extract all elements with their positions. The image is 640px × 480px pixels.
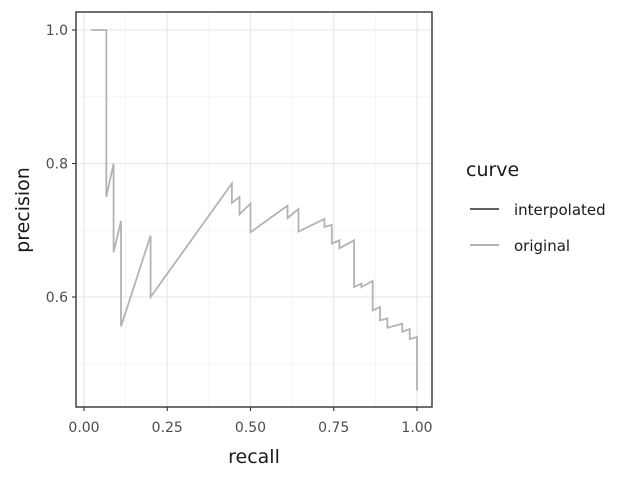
x-axis-title: recall <box>228 446 280 468</box>
x-tick-label: 0.50 <box>235 420 266 436</box>
x-tick-label: 0.00 <box>68 420 99 436</box>
legend-label-interpolated: interpolated <box>514 201 606 219</box>
legend-label-original: original <box>514 237 570 255</box>
legend-entry-original: original <box>470 237 570 255</box>
panel-border <box>75 11 433 408</box>
y-tick-label: 0.6 <box>46 290 68 306</box>
series-lines <box>91 29 418 391</box>
legend-entry-interpolated: interpolated <box>470 201 606 219</box>
x-tick-label: 0.75 <box>318 420 349 436</box>
y-tick-label: 1.0 <box>46 23 68 39</box>
legend: curve interpolated original <box>466 159 606 255</box>
y-axis-ticks: 0.6 0.8 1.0 <box>46 23 76 306</box>
y-axis-title: precision <box>12 167 34 253</box>
x-axis-ticks: 0.00 0.25 0.50 0.75 1.00 <box>68 407 433 436</box>
y-tick-label: 0.8 <box>46 157 68 173</box>
legend-title: curve <box>466 159 519 181</box>
series-line-original <box>91 29 418 391</box>
x-tick-label: 0.25 <box>152 420 183 436</box>
x-tick-label: 1.00 <box>401 420 432 436</box>
plot-panel <box>76 12 432 407</box>
